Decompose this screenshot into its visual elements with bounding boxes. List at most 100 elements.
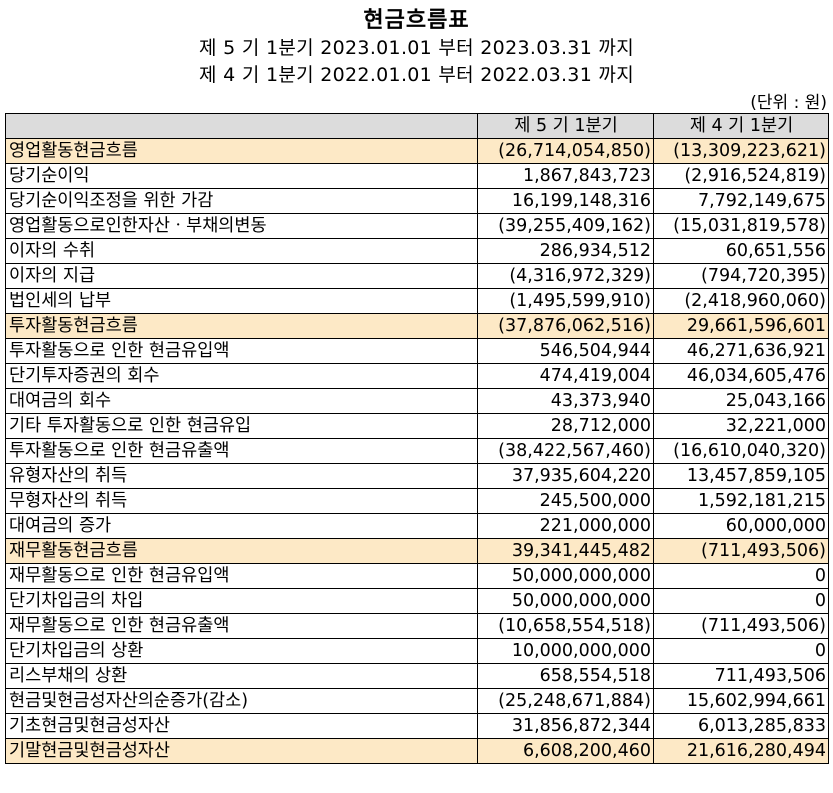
row-label: 영업활동으로인한자산ㆍ부채의변동 xyxy=(5,213,478,239)
table-row: 단기차입금의 상환 10,000,000,000 0 xyxy=(5,638,829,664)
table-header-row: 제 5 기 1분기 제 4 기 1분기 xyxy=(5,113,829,139)
table-row: 투자활동현금흐름 (37,876,062,516) 29,661,596,601 xyxy=(5,313,829,339)
row-prior: 0 xyxy=(653,638,829,664)
table-row: 투자활동으로 인한 현금유출액 (38,422,567,460) (16,610… xyxy=(5,438,829,464)
row-current: 286,934,512 xyxy=(477,238,654,264)
row-label: 기초현금및현금성자산 xyxy=(5,713,478,739)
header-blank xyxy=(5,113,478,139)
row-current: (39,255,409,162) xyxy=(477,213,654,239)
row-current: (37,876,062,516) xyxy=(477,313,654,339)
table-row: 기초현금및현금성자산 31,856,872,344 6,013,285,833 xyxy=(5,713,829,739)
row-prior: (794,720,395) xyxy=(653,263,829,289)
row-current: (10,658,554,518) xyxy=(477,613,654,639)
row-prior: 25,043,166 xyxy=(653,388,829,414)
row-prior: 7,792,149,675 xyxy=(653,188,829,214)
table-row: 재무활동현금흐름 39,341,445,482 (711,493,506) xyxy=(5,538,829,564)
row-prior: (16,610,040,320) xyxy=(653,438,829,464)
row-prior: (13,309,223,621) xyxy=(653,138,829,164)
row-prior: 29,661,596,601 xyxy=(653,313,829,339)
row-label: 투자활동으로 인한 현금유출액 xyxy=(5,438,478,464)
row-current: (38,422,567,460) xyxy=(477,438,654,464)
row-current: (25,248,671,884) xyxy=(477,688,654,714)
table-row: 영업활동현금흐름 (26,714,054,850) (13,309,223,62… xyxy=(5,138,829,164)
row-current: 50,000,000,000 xyxy=(477,588,654,614)
row-label: 당기순이익조정을 위한 가감 xyxy=(5,188,478,214)
table-row: 대여금의 회수 43,373,940 25,043,166 xyxy=(5,388,829,414)
row-current: 221,000,000 xyxy=(477,513,654,539)
row-prior: 0 xyxy=(653,588,829,614)
period-current: 제 5 기 1분기 2023.01.01 부터 2023.03.31 까지 xyxy=(199,37,634,59)
table-row: 기말현금및현금성자산 6,608,200,460 21,616,280,494 xyxy=(5,738,829,764)
row-label: 투자활동현금흐름 xyxy=(5,313,478,339)
row-current: 546,504,944 xyxy=(477,338,654,364)
table-row: 당기순이익 1,867,843,723 (2,916,524,819) xyxy=(5,163,829,189)
row-prior: 711,493,506 xyxy=(653,663,829,689)
row-label: 단기투자증권의 회수 xyxy=(5,363,478,389)
row-label: 이자의 수취 xyxy=(5,238,478,264)
row-prior: 1,592,181,215 xyxy=(653,488,829,514)
row-label: 재무활동으로 인한 현금유출액 xyxy=(5,613,478,639)
row-prior: 60,000,000 xyxy=(653,513,829,539)
row-prior: (2,916,524,819) xyxy=(653,163,829,189)
row-prior: 13,457,859,105 xyxy=(653,463,829,489)
row-label: 영업활동현금흐름 xyxy=(5,138,478,164)
row-current: 43,373,940 xyxy=(477,388,654,414)
row-current: 50,000,000,000 xyxy=(477,563,654,589)
row-prior: 60,651,556 xyxy=(653,238,829,264)
row-current: 6,608,200,460 xyxy=(477,738,654,764)
row-label: 법인세의 납부 xyxy=(5,288,478,314)
row-label: 무형자산의 취득 xyxy=(5,488,478,514)
row-label: 단기차입금의 상환 xyxy=(5,638,478,664)
table-row: 현금및현금성자산의순증가(감소) (25,248,671,884) 15,602… xyxy=(5,688,829,714)
table-row: 재무활동으로 인한 현금유입액 50,000,000,000 0 xyxy=(5,563,829,589)
row-prior: 21,616,280,494 xyxy=(653,738,829,764)
header-current-period: 제 5 기 1분기 xyxy=(477,113,654,139)
row-current: 31,856,872,344 xyxy=(477,713,654,739)
table-row: 단기투자증권의 회수 474,419,004 46,034,605,476 xyxy=(5,363,829,389)
table-row: 이자의 수취 286,934,512 60,651,556 xyxy=(5,238,829,264)
row-label: 재무활동현금흐름 xyxy=(5,538,478,564)
table-row: 당기순이익조정을 위한 가감 16,199,148,316 7,792,149,… xyxy=(5,188,829,214)
table-row: 단기차입금의 차입 50,000,000,000 0 xyxy=(5,588,829,614)
row-current: 658,554,518 xyxy=(477,663,654,689)
row-prior: 0 xyxy=(653,563,829,589)
table-row: 재무활동으로 인한 현금유출액 (10,658,554,518) (711,49… xyxy=(5,613,829,639)
row-current: 10,000,000,000 xyxy=(477,638,654,664)
row-prior: 15,602,994,661 xyxy=(653,688,829,714)
row-label: 이자의 지급 xyxy=(5,263,478,289)
table-row: 대여금의 증가 221,000,000 60,000,000 xyxy=(5,513,829,539)
row-current: (1,495,599,910) xyxy=(477,288,654,314)
row-prior: 46,271,636,921 xyxy=(653,338,829,364)
row-current: 1,867,843,723 xyxy=(477,163,654,189)
unit-label: (단위 : 원) xyxy=(750,93,827,113)
row-prior: (2,418,960,060) xyxy=(653,288,829,314)
row-label: 리스부채의 상환 xyxy=(5,663,478,689)
table-row: 법인세의 납부 (1,495,599,910) (2,418,960,060) xyxy=(5,288,829,314)
row-prior: (15,031,819,578) xyxy=(653,213,829,239)
row-current: 245,500,000 xyxy=(477,488,654,514)
row-label: 투자활동으로 인한 현금유입액 xyxy=(5,338,478,364)
row-current: 39,341,445,482 xyxy=(477,538,654,564)
row-label: 기타 투자활동으로 인한 현금유입 xyxy=(5,413,478,439)
period-prior: 제 4 기 1분기 2022.01.01 부터 2022.03.31 까지 xyxy=(199,64,634,86)
table-row: 유형자산의 취득 37,935,604,220 13,457,859,105 xyxy=(5,463,829,489)
cash-flow-table: 제 5 기 1분기 제 4 기 1분기 영업활동현금흐름 (26,714,054… xyxy=(5,113,829,764)
table-row: 무형자산의 취득 245,500,000 1,592,181,215 xyxy=(5,488,829,514)
row-current: (4,316,972,329) xyxy=(477,263,654,289)
row-current: 474,419,004 xyxy=(477,363,654,389)
row-label: 당기순이익 xyxy=(5,163,478,189)
row-label: 단기차입금의 차입 xyxy=(5,588,478,614)
row-label: 현금및현금성자산의순증가(감소) xyxy=(5,688,478,714)
row-current: 16,199,148,316 xyxy=(477,188,654,214)
row-prior: 32,221,000 xyxy=(653,413,829,439)
row-label: 유형자산의 취득 xyxy=(5,463,478,489)
row-label: 재무활동으로 인한 현금유입액 xyxy=(5,563,478,589)
table-row: 이자의 지급 (4,316,972,329) (794,720,395) xyxy=(5,263,829,289)
row-label: 대여금의 회수 xyxy=(5,388,478,414)
header-prior-period: 제 4 기 1분기 xyxy=(653,113,829,139)
row-label: 기말현금및현금성자산 xyxy=(5,738,478,764)
row-prior: (711,493,506) xyxy=(653,538,829,564)
table-row: 리스부채의 상환 658,554,518 711,493,506 xyxy=(5,663,829,689)
row-prior: 6,013,285,833 xyxy=(653,713,829,739)
row-current: 37,935,604,220 xyxy=(477,463,654,489)
